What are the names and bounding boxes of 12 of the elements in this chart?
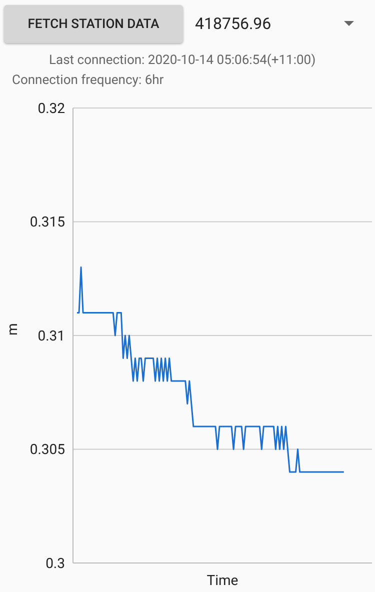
text: Last connection: 2020-10-14 05:06:54(+11:00)	[49, 53, 316, 68]
y-tick-label: 0.31	[38, 328, 65, 344]
x-axis-title: Time	[206, 573, 238, 589]
y-axis-title: m	[4, 323, 21, 336]
line-series	[76, 266, 345, 473]
y-tick-label: 0.305	[30, 442, 66, 458]
y-tick-label: 0.32	[38, 100, 66, 117]
text: Connection frequency: 6hr	[12, 73, 164, 88]
y-tick-label: 0.3	[46, 556, 65, 572]
text: FETCH STATION DATA	[4, 5, 183, 43]
text: 418756.96	[195, 14, 272, 33]
y-tick-label: 0.315	[30, 214, 66, 231]
